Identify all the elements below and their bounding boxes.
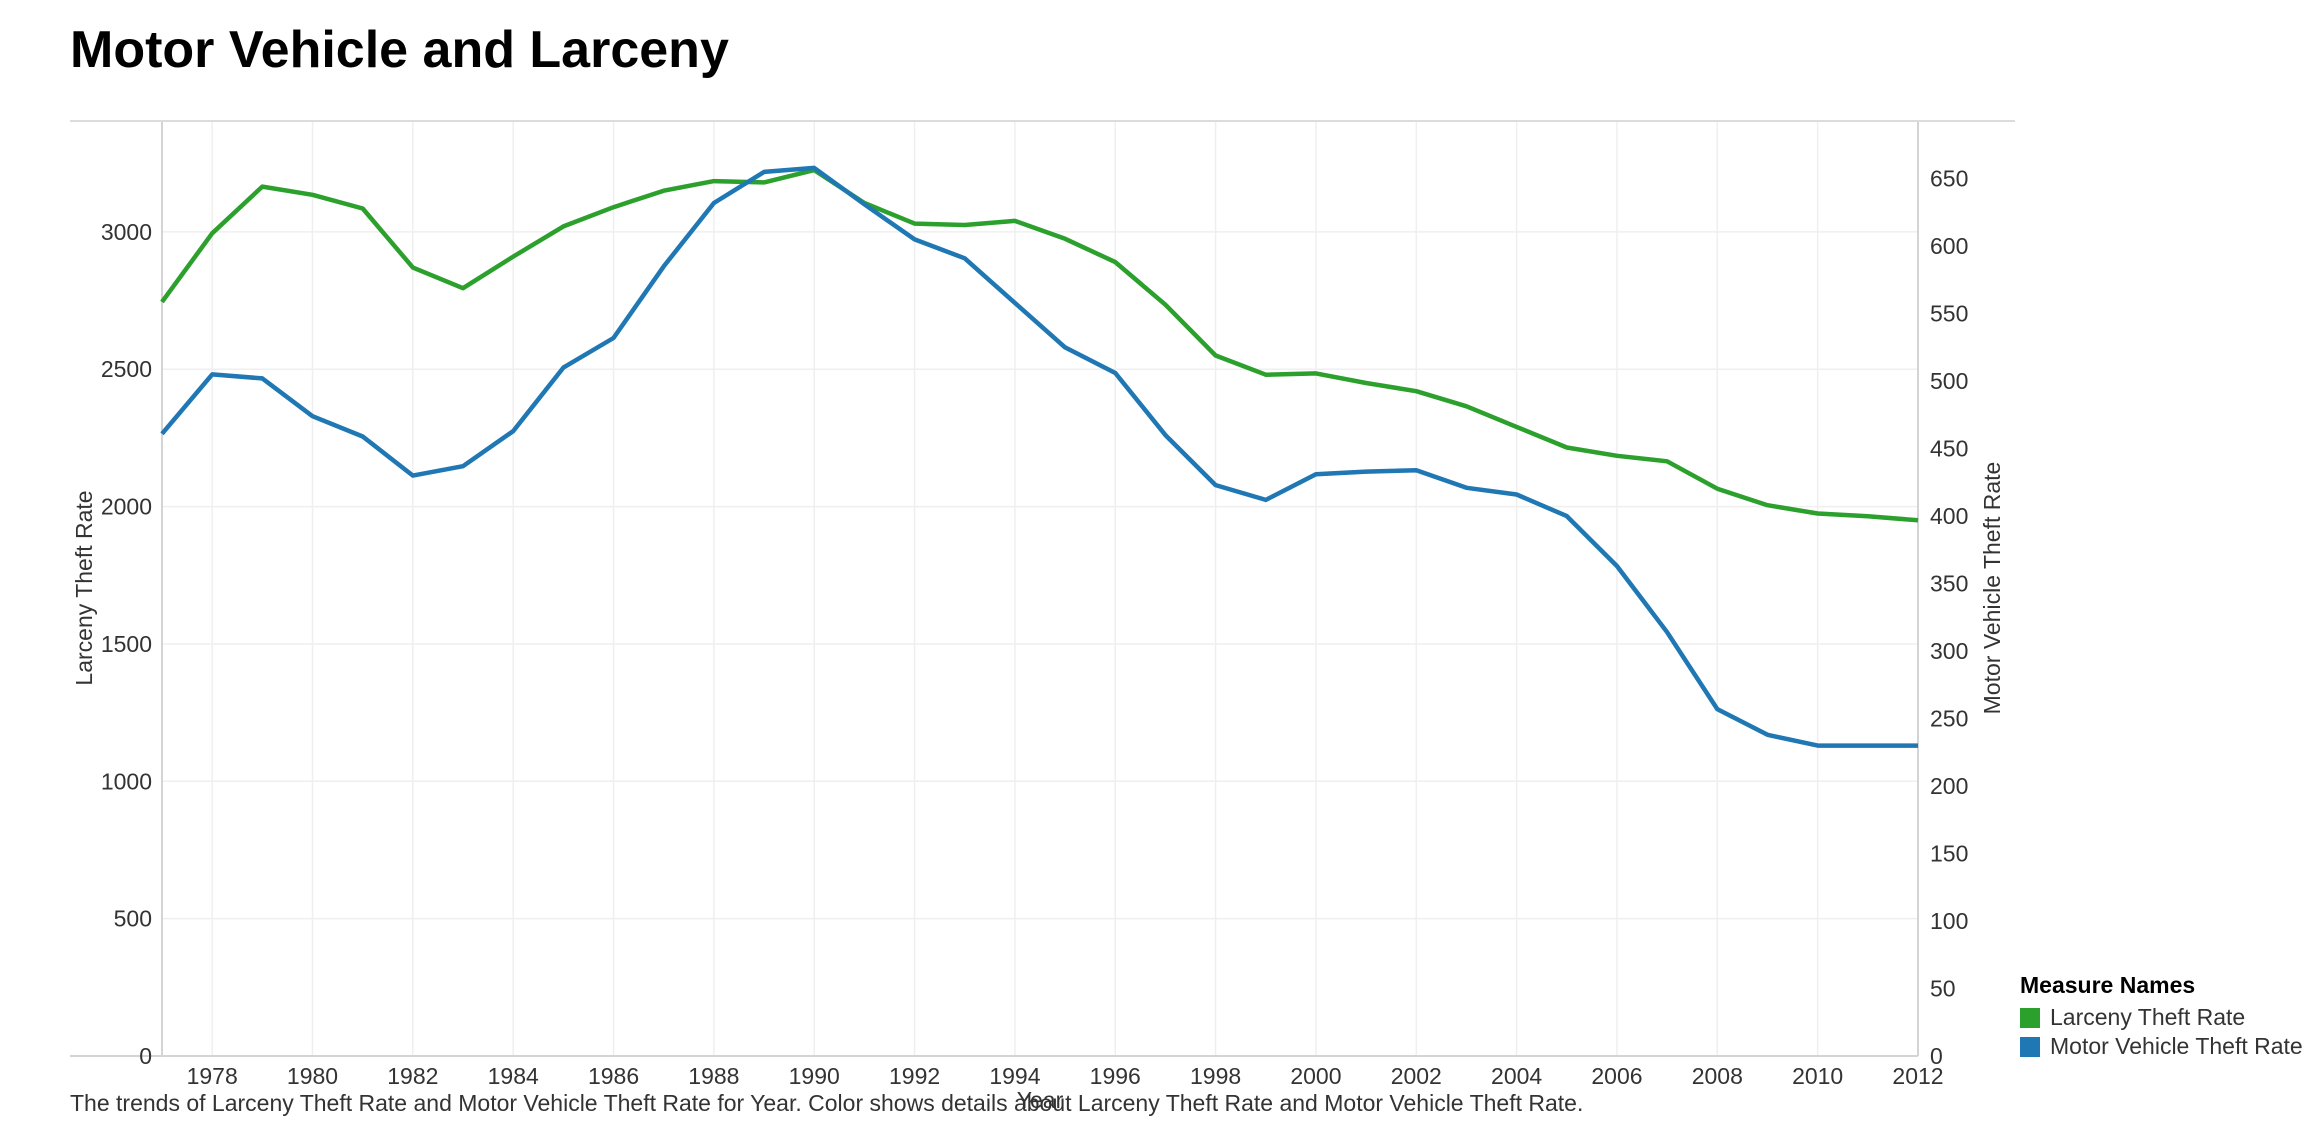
x-tick-label: 1998 <box>1190 1063 1241 1089</box>
x-tick-label: 2004 <box>1491 1063 1542 1089</box>
x-tick-label: 1996 <box>1090 1063 1141 1089</box>
y-tick-label: 2500 <box>101 356 152 382</box>
legend-item-larceny[interactable]: Larceny Theft Rate <box>2020 1003 2303 1032</box>
y2-tick-label: 600 <box>1930 233 1968 259</box>
y2-tick-label: 350 <box>1930 571 1968 597</box>
series-lines <box>160 165 1919 748</box>
legend-title: Measure Names <box>2020 972 2196 998</box>
tick-labels: 0 500 1000 1500 2000 2500 3000 0 50 100 150 200 250 3… <box>101 166 1969 1089</box>
legend-item-motor-vehicle[interactable]: Motor Vehicle Theft Rate <box>2020 1032 2303 1061</box>
x-tick-label: 1988 <box>688 1063 739 1089</box>
y2-axis-label: Motor Vehicle Theft Rate <box>1979 462 2005 715</box>
y-tick-label: 3000 <box>101 219 152 245</box>
y2-tick-label: 400 <box>1930 503 1968 529</box>
x-tick-label: 1978 <box>187 1063 238 1089</box>
y2-tick-label: 650 <box>1930 166 1968 192</box>
y2-tick-label: 550 <box>1930 301 1968 327</box>
y2-tick-label: 200 <box>1930 773 1968 799</box>
x-tick-label: 1984 <box>488 1063 539 1089</box>
y2-tick-label: 150 <box>1930 841 1968 867</box>
series-line-larceny <box>160 167 1919 523</box>
y-tick-label: 2000 <box>101 494 152 520</box>
y-tick-label: 1500 <box>101 631 152 657</box>
legend-swatch-larceny <box>2020 1007 2040 1028</box>
chart-caption: The trends of Larceny Theft Rate and Mot… <box>70 1090 1584 1116</box>
y2-tick-label: 300 <box>1930 638 1968 664</box>
x-tick-label: 2006 <box>1591 1063 1642 1089</box>
y2-tick-label: 250 <box>1930 706 1968 732</box>
x-tick-label: 2002 <box>1391 1063 1442 1089</box>
legend-swatch-motor-vehicle <box>2020 1036 2040 1057</box>
x-tick-label: 1986 <box>588 1063 639 1089</box>
x-tick-label: 1994 <box>989 1063 1040 1089</box>
x-tick-label: 2012 <box>1892 1063 1943 1089</box>
y2-tick-label: 500 <box>1930 368 1968 394</box>
x-axis-label: Year <box>1017 1087 1064 1113</box>
page-title: Motor Vehicle and Larceny <box>70 21 729 79</box>
gridlines <box>162 122 1919 1056</box>
x-tick-label: 1980 <box>287 1063 338 1089</box>
y-tick-label: 500 <box>114 906 152 932</box>
x-tick-label: 2000 <box>1290 1063 1341 1089</box>
series-line-motor-vehicle <box>160 165 1918 748</box>
y2-tick-label: 100 <box>1930 908 1968 934</box>
legend: Measure Names Larceny Theft Rate Motor V… <box>2020 972 2303 1061</box>
legend-label-larceny: Larceny Theft Rate <box>2050 1004 2246 1030</box>
y-axis-label: Larceny Theft Rate <box>71 490 97 685</box>
title-divider <box>70 120 2015 122</box>
x-tick-label: 1990 <box>789 1063 840 1089</box>
legend-label-motor-vehicle: Motor Vehicle Theft Rate <box>2050 1033 2303 1059</box>
y2-tick-label: 0 <box>1930 1043 1943 1069</box>
y2-tick-label: 450 <box>1930 436 1968 462</box>
y-tick-label: 0 <box>139 1043 152 1069</box>
axes <box>70 122 1919 1057</box>
x-tick-label: 1982 <box>387 1063 438 1089</box>
x-tick-label: 2008 <box>1692 1063 1743 1089</box>
x-tick-label: 2010 <box>1792 1063 1843 1089</box>
x-tick-label: 1992 <box>889 1063 940 1089</box>
y-tick-label: 1000 <box>101 768 152 794</box>
y2-tick-label: 50 <box>1930 976 1956 1002</box>
